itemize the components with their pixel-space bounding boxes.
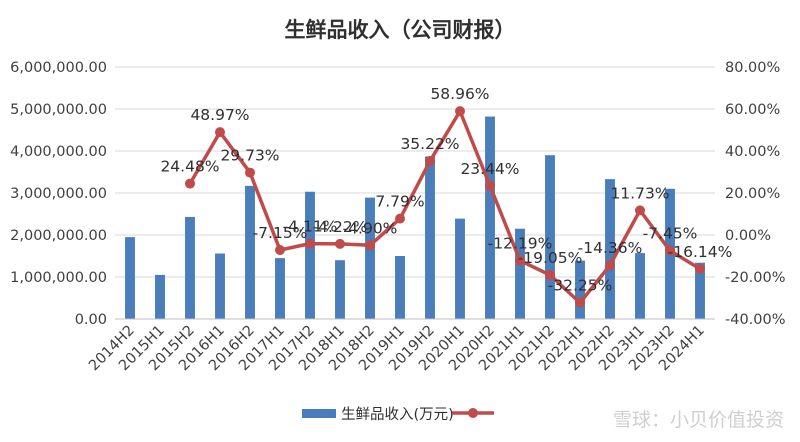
bar	[125, 237, 135, 319]
line-point	[245, 167, 255, 178]
watermark: 雪球：小贝价值投资	[613, 409, 784, 431]
bar	[395, 256, 405, 319]
right-tick-label: 60.00%	[725, 102, 780, 118]
line-point	[335, 238, 345, 249]
bar	[245, 185, 255, 319]
line-data-label: 7.79%	[375, 193, 424, 211]
line-point	[215, 127, 225, 138]
bar	[455, 218, 465, 319]
line-data-label: -32.25%	[548, 277, 613, 295]
left-tick-label: 5,000,000.00	[10, 102, 107, 118]
legend-bar-swatch	[302, 409, 336, 418]
bar	[305, 191, 315, 319]
line-point	[605, 260, 615, 271]
bar	[155, 274, 165, 319]
line-point	[515, 255, 525, 266]
line-point	[575, 297, 585, 308]
right-axis: -40.00% -20.00% 0.00% 20.00% 40.00% 60.00% 80.…	[725, 60, 786, 328]
right-tick-label: 40.00%	[725, 144, 780, 160]
line-point	[275, 245, 285, 256]
line-data-label: 11.73%	[610, 184, 669, 202]
left-tick-label: 6,000,000.00	[10, 60, 107, 76]
x-axis: 2014H22015H12015H22016H12016H22017H12017…	[86, 318, 715, 374]
line-point	[305, 238, 315, 249]
bar	[185, 216, 195, 319]
line-point	[635, 205, 645, 216]
bar	[575, 260, 585, 319]
line-point	[395, 213, 405, 224]
line-data-label: 58.96%	[430, 85, 489, 103]
data-labels: 24.48% 48.97% 29.73% -7.15%-4.11%-4.22%-4.9…	[160, 85, 732, 295]
line-data-label: 23.44%	[460, 160, 519, 178]
bar	[695, 262, 705, 319]
bar	[545, 155, 555, 319]
line-data-label: -16.14%	[668, 243, 733, 261]
left-tick-label: 1,000,000.00	[10, 270, 107, 286]
left-tick-label: 2,000,000.00	[10, 228, 107, 244]
bar	[515, 228, 525, 319]
right-tick-label: 0.00%	[725, 228, 771, 244]
right-tick-label: -20.00%	[725, 270, 786, 286]
line-point	[455, 106, 465, 117]
bar	[605, 179, 615, 319]
line-data-label: -4.22%	[313, 218, 368, 236]
line-data-label: -7.15%	[253, 224, 308, 242]
line-data-label: -4.90%	[343, 219, 398, 237]
bar	[485, 116, 495, 319]
line-data-label: -12.19%	[488, 235, 553, 253]
left-axis: 0.00 1,000,000.00 2,000,000.00 3,000,000.00…	[10, 60, 107, 328]
bar	[275, 258, 285, 319]
left-tick-label: 4,000,000.00	[10, 144, 107, 160]
line-point	[365, 240, 375, 251]
line-point	[665, 245, 675, 256]
right-tick-label: -40.00%	[725, 312, 786, 328]
line-data-label: 29.73%	[220, 147, 279, 165]
chart-title: 生鲜品收入（公司财报）	[285, 18, 516, 42]
line-point	[695, 263, 705, 274]
line-point	[485, 180, 495, 191]
line-point	[545, 270, 555, 281]
legend-line-marker	[468, 408, 478, 418]
right-tick-label: 20.00%	[725, 186, 780, 202]
line-data-label: 48.97%	[190, 106, 249, 124]
legend: 生鲜品收入(万元)	[302, 406, 494, 423]
bar	[215, 253, 225, 319]
right-tick-label: 80.00%	[725, 60, 780, 76]
line-data-label: 35.22%	[400, 135, 459, 153]
line-data-label: -7.45%	[643, 225, 698, 243]
bar	[335, 260, 345, 319]
line-point	[425, 156, 435, 167]
gridlines	[115, 66, 715, 320]
line-path	[188, 109, 701, 305]
line-series	[185, 106, 705, 308]
line-data-label: -14.36%	[578, 239, 643, 257]
left-tick-label: 3,000,000.00	[10, 186, 107, 202]
line-data-label: 24.48%	[160, 158, 219, 176]
bar	[365, 197, 375, 319]
bar	[635, 253, 645, 319]
line-data-label: -19.05%	[518, 249, 583, 267]
line-data-label: -4.11%	[283, 218, 338, 236]
legend-bar-label: 生鲜品收入(万元)	[341, 406, 454, 423]
bar	[425, 156, 435, 319]
left-tick-label: 0.00	[75, 312, 107, 328]
line-point	[185, 178, 195, 189]
